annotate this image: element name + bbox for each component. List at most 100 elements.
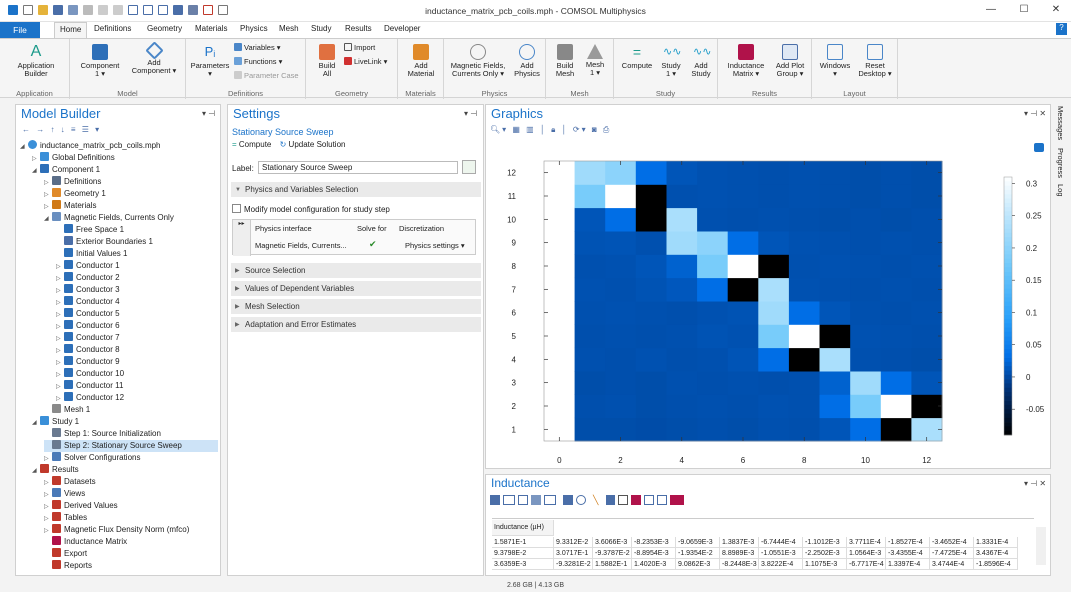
discretization-dropdown[interactable]: Physics settings ▾ [405,241,465,250]
expand-icon[interactable]: ▷ [56,276,61,282]
table-cell[interactable]: -1.1012E-3 [803,537,847,548]
expand-icon[interactable]: ▷ [44,192,49,198]
table-cell[interactable]: 3.8222E-4 [759,559,803,570]
tab-physics[interactable]: Physics [240,24,268,33]
table-precision-icon[interactable] [503,495,515,505]
maximize-button[interactable]: ☐ [1019,4,1029,15]
tree-item[interactable]: ◢ Study 1 [32,416,79,428]
table-cell[interactable]: 1.5882E-1 [593,559,632,570]
panel-menu-icon[interactable]: ▾ ⊣ [202,109,216,118]
tree-item[interactable]: ▷ Materials [44,200,96,212]
expand-icon[interactable]: ▷ [44,528,49,534]
tree-item[interactable]: Mesh 1 [44,404,90,416]
expand-icon[interactable]: ▷ [56,288,61,294]
expand-icon[interactable]: ▷ [56,348,61,354]
tree-item[interactable]: ▷ Solver Configurations [44,452,140,464]
expand-icon[interactable]: ▷ [56,264,61,270]
table-cell[interactable]: -1.8527E-4 [886,537,930,548]
tree-item[interactable]: ▷ Conductor 10 [56,368,124,380]
expand-icon[interactable]: ▷ [44,492,49,498]
parameters-button[interactable]: Pᵢ Parameters ▾ [190,44,230,78]
tree-item[interactable]: ▷ Conductor 6 [56,320,120,332]
close-button[interactable]: ✕ [1051,4,1061,15]
inductance-matrix-button[interactable]: Inductance Matrix ▾ [722,44,770,78]
tree-item[interactable]: Step 2: Stationary Source Sweep [44,440,218,452]
paste-icon[interactable] [143,5,153,15]
table-clear-icon[interactable]: ╲ [593,495,599,505]
tab-geometry[interactable]: Geometry [147,24,183,33]
checkbox-box[interactable] [232,204,241,213]
livelink-button[interactable]: LiveLink ▾ [344,57,387,66]
model-builder-toolbar[interactable]: ← → ↑ ↓ ≡ ☰ ▾ [22,125,102,134]
grid-icon[interactable] [203,5,213,15]
open-file-icon[interactable] [38,5,48,15]
table-cell[interactable]: -9.3281E-2 [554,559,593,570]
table-exponent-icon[interactable] [518,495,528,505]
tab-developer[interactable]: Developer [384,24,421,33]
tree-item[interactable]: ▷ Conductor 7 [56,332,120,344]
table-cell[interactable]: -1.8596E-4 [974,559,1018,570]
tree-item[interactable]: ◢ Magnetic Fields, Currents Only [44,212,174,224]
table-cell[interactable]: -6.7717E-4 [847,559,886,570]
tab-study[interactable]: Study [311,24,332,33]
table-export-icon[interactable] [657,495,667,505]
table-cell[interactable]: 3.4367E-4 [974,548,1018,559]
progress-tab[interactable]: Progress [1056,148,1065,179]
section-dependent-variables[interactable]: ▶ Values of Dependent Variables [231,280,481,296]
tree-item[interactable]: ▷ Conductor 8 [56,344,120,356]
tree-item[interactable]: Exterior Boundaries 1 [56,236,153,248]
section-physics-variables[interactable]: ▼ Physics and Variables Selection [231,181,481,197]
expand-icon[interactable]: ▷ [56,324,61,330]
camera-view-icon[interactable] [1034,143,1044,152]
application-builder-button[interactable]: A Application Builder [17,43,55,78]
help-button[interactable]: ? [1056,23,1067,35]
tab-materials[interactable]: Materials [195,24,228,33]
expand-icon[interactable]: ▷ [56,312,61,318]
study-button[interactable]: ∿∿ Study 1 ▾ [661,46,682,78]
clear-icon[interactable] [188,5,198,15]
table-cell[interactable]: 3.6359E-3 [492,559,554,570]
collapse-icon[interactable]: ◢ [32,168,37,174]
table-cell[interactable]: 1.5871E-1 [492,537,554,548]
tab-mesh[interactable]: Mesh [279,24,299,33]
expand-icon[interactable]: ▷ [56,384,61,390]
table-cell[interactable]: -3.4652E-4 [930,537,974,548]
expand-icon[interactable]: ▷ [56,360,61,366]
table-cell[interactable]: 3.0717E-1 [554,548,593,559]
add-physics-button[interactable]: Add Physics [510,44,544,78]
save-as-icon[interactable] [68,5,78,15]
tree-item[interactable]: Reports [44,560,92,572]
table-cell[interactable]: 1.4020E-3 [632,559,676,570]
expand-icon[interactable]: ▷ [44,180,49,186]
table-cell[interactable]: 8.8989E-3 [720,548,759,559]
table-cell[interactable]: 1.1075E-3 [803,559,847,570]
expand-icon[interactable]: ▷ [56,336,61,342]
add-plot-group-button[interactable]: Add Plot Group ▾ [770,44,810,78]
table-sum-icon[interactable] [618,495,628,505]
table-settings-icon[interactable] [670,495,684,505]
solve-for-checkbox[interactable]: ✔ [369,239,377,249]
functions-button[interactable]: Functions ▾ [234,57,282,66]
tree-item[interactable]: ◢ Results [32,464,79,476]
mesh-button[interactable]: Mesh 1 ▾ [580,44,610,77]
gallery-icon[interactable] [218,5,228,15]
table-cell[interactable]: 9.0862E-3 [676,559,720,570]
table-cell[interactable]: 1.3397E-4 [886,559,930,570]
tree-item[interactable]: ▷ Definitions [44,176,101,188]
tree-item[interactable]: Step 1: Source Initialization [44,428,161,440]
label-input[interactable]: Stationary Source Sweep [258,161,458,174]
tree-item[interactable]: ◢ Component 1 [32,164,100,176]
expand-icon[interactable]: ▷ [56,372,61,378]
table-cell[interactable]: -1.0551E-3 [759,548,803,559]
table-cell[interactable]: -8.2353E-3 [632,537,676,548]
tree-item[interactable]: Initial Values 1 [56,248,127,260]
compute-button[interactable]: = Compute [621,44,653,70]
tree-item[interactable]: ▷ Conductor 12 [56,392,124,404]
build-mesh-button[interactable]: Build Mesh [550,44,580,78]
delete-icon[interactable] [173,5,183,15]
build-all-button[interactable]: Build All [310,44,344,78]
table-cell[interactable]: 1.3331E-4 [974,537,1018,548]
table-globe-icon[interactable] [576,495,586,505]
tree-item[interactable]: ▷ Conductor 9 [56,356,120,368]
component-button[interactable]: Component 1 ▾ [76,44,124,78]
